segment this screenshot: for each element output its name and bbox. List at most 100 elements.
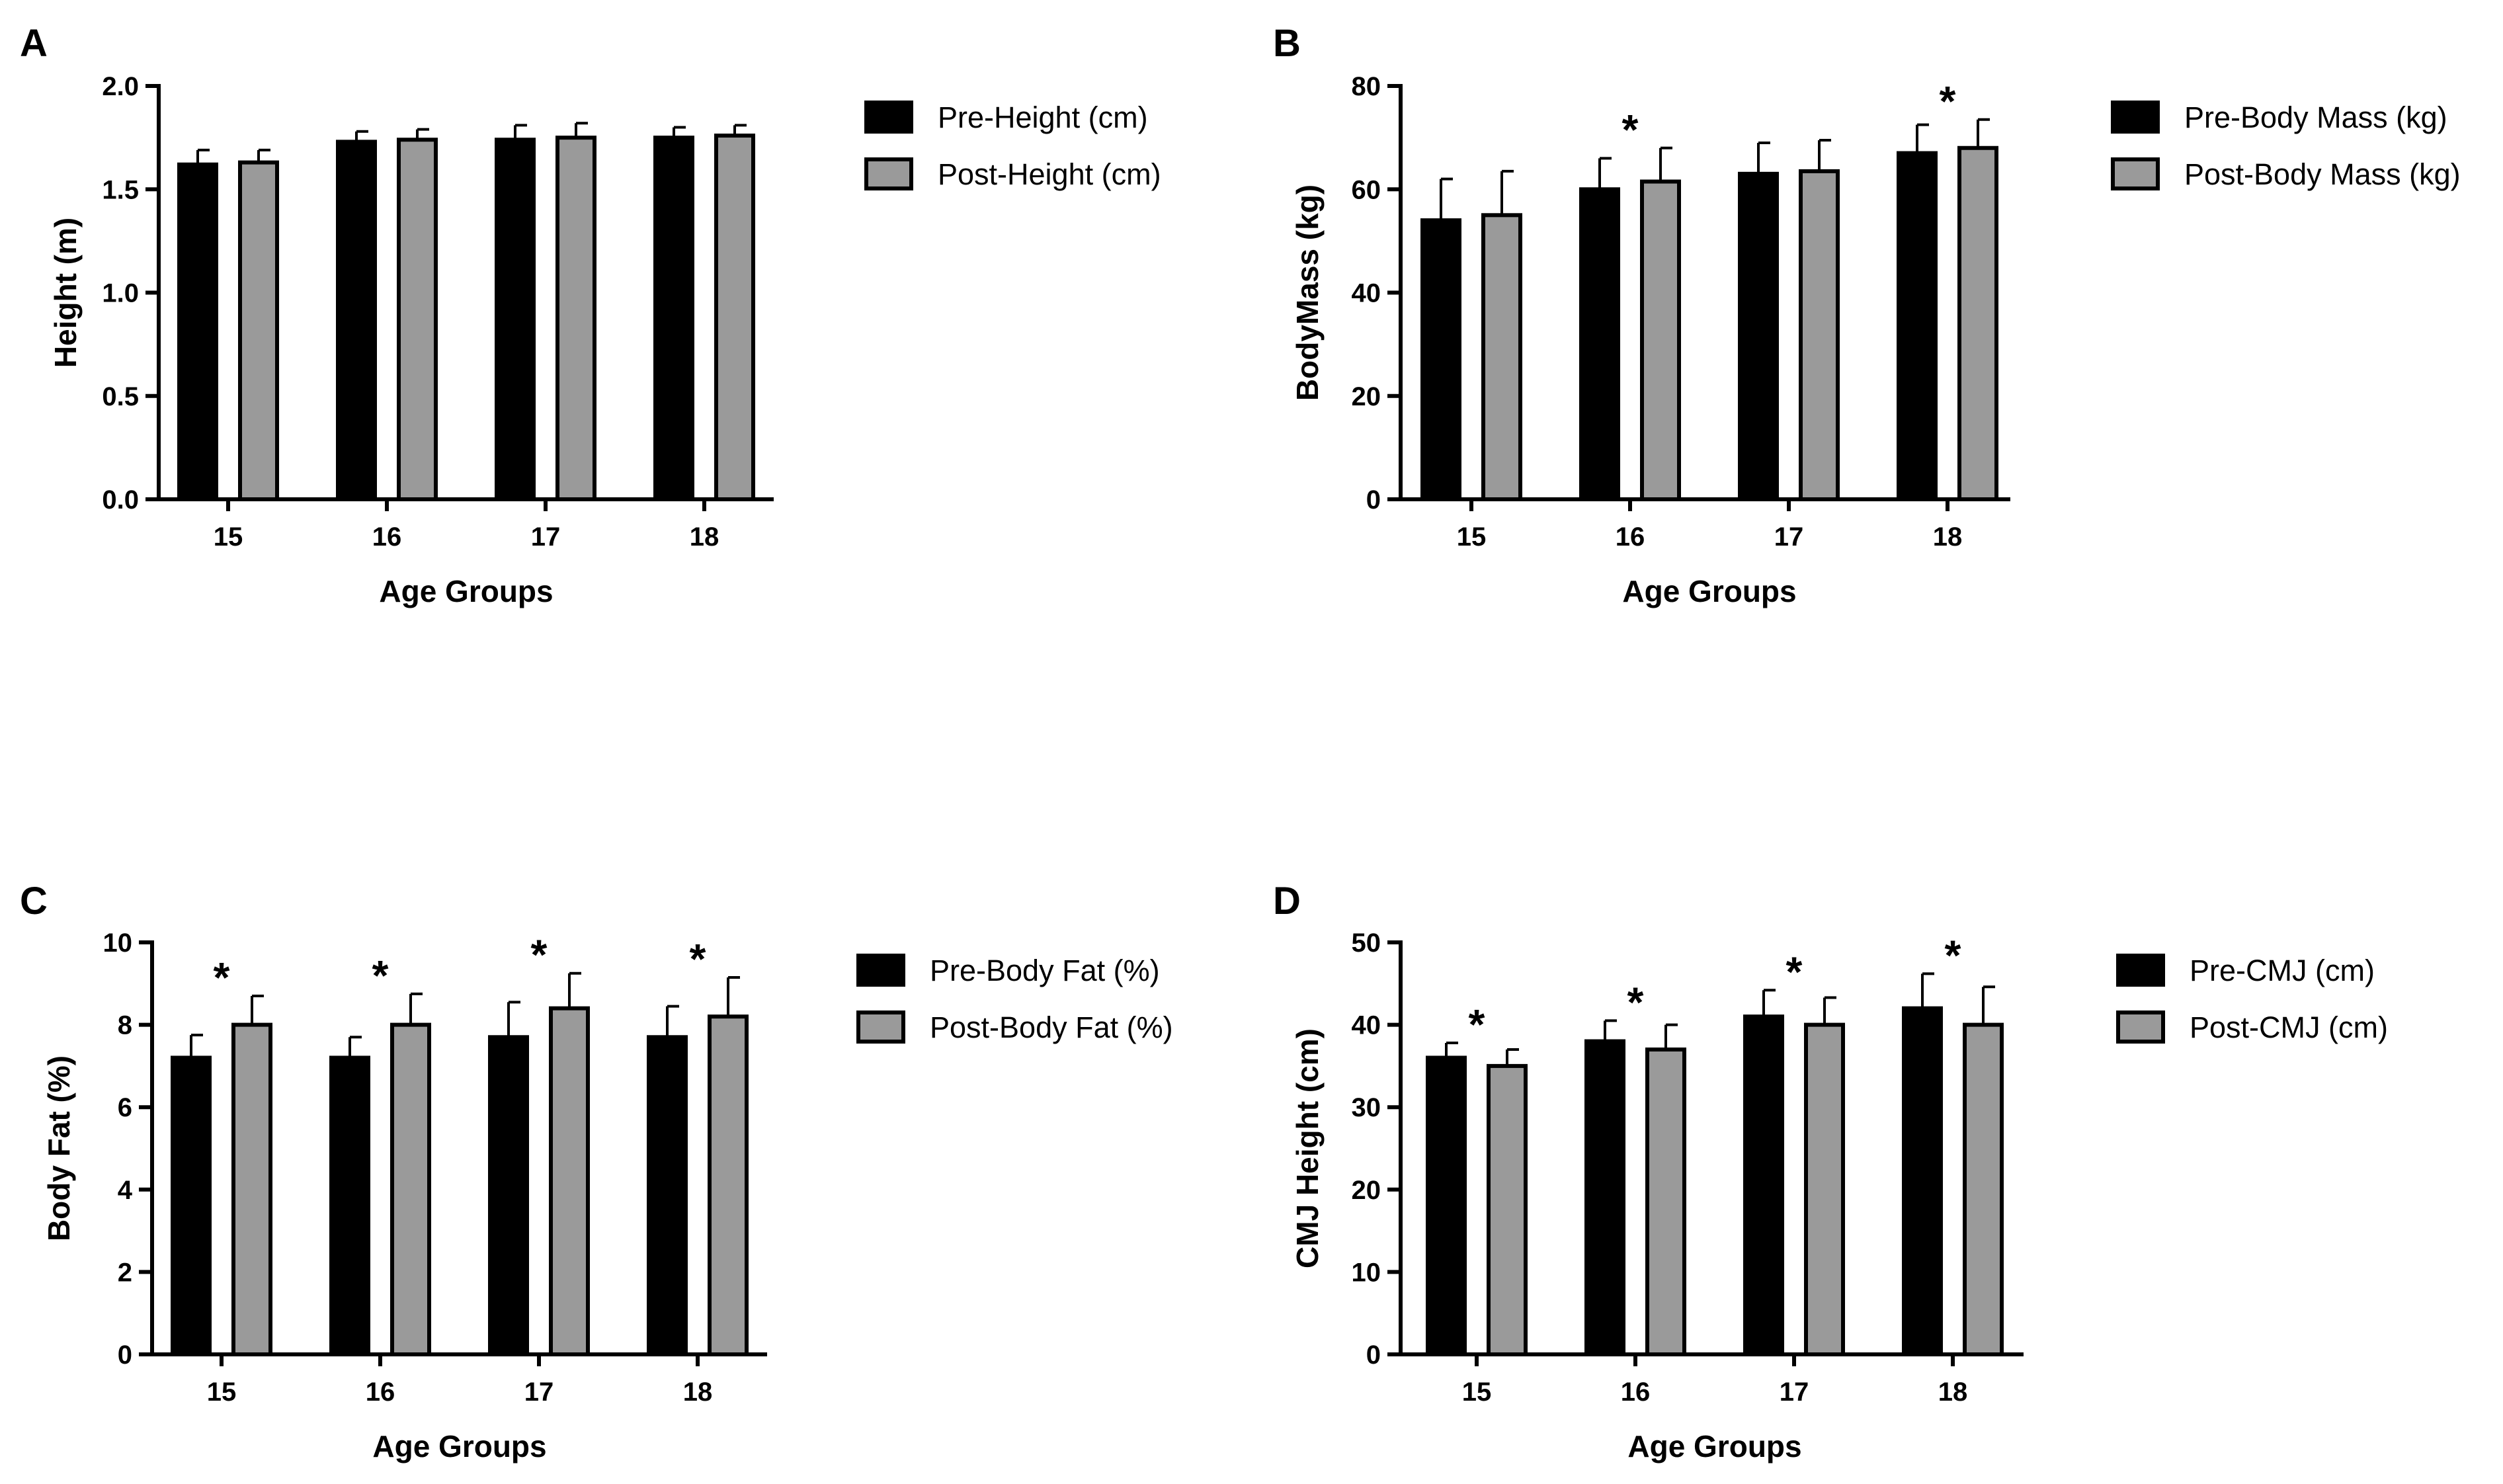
y-axis-title: Height (m) bbox=[48, 218, 83, 368]
panel-label: C bbox=[20, 880, 48, 923]
y-tick-label: 6 bbox=[118, 1093, 132, 1122]
panel-label: B bbox=[1273, 22, 1301, 65]
legend-label: Pre-CMJ (cm) bbox=[2190, 954, 2375, 987]
y-tick-label: 10 bbox=[103, 928, 133, 958]
y-tick-label: 8 bbox=[118, 1011, 132, 1040]
y-tick-label: 50 bbox=[1352, 928, 1381, 958]
x-tick-label: 15 bbox=[214, 522, 243, 552]
legend-label: Post-Body Mass (kg) bbox=[2184, 157, 2461, 191]
chart-panel-c: C * 15 * 16 * 17 * 18 0 2 4 6 8 10 Age Groups Body Fat (… bbox=[20, 880, 1173, 1463]
x-tick-label: 17 bbox=[1774, 522, 1804, 552]
legend-swatch-pre bbox=[2111, 101, 2160, 134]
legend-label: Pre-Body Mass (kg) bbox=[2184, 101, 2447, 134]
bar-pre bbox=[1738, 171, 1779, 501]
bar-post bbox=[1963, 1022, 2004, 1356]
bar-pre bbox=[653, 136, 694, 501]
y-tick-label: 0 bbox=[1366, 1340, 1381, 1370]
x-tick-label: 15 bbox=[207, 1378, 237, 1407]
legend-label: Post-CMJ (cm) bbox=[2190, 1010, 2388, 1044]
y-tick-label: 20 bbox=[1352, 1176, 1381, 1205]
legend: Pre-Height (cm) Post-Height (cm) bbox=[864, 101, 1161, 191]
legend-swatch-post bbox=[2111, 157, 2160, 190]
significance-marker: * bbox=[1786, 948, 1803, 995]
bar-pre bbox=[647, 1035, 688, 1357]
legend-swatch-post bbox=[856, 1010, 905, 1044]
x-tick-label: 15 bbox=[1462, 1378, 1492, 1407]
legend-swatch-post bbox=[2116, 1010, 2165, 1044]
y-tick-label: 20 bbox=[1352, 382, 1381, 411]
legend-label: Pre-Body Fat (%) bbox=[930, 954, 1160, 987]
x-tick-label: 16 bbox=[366, 1378, 395, 1407]
panel-label: D bbox=[1273, 880, 1301, 923]
y-axis-title: CMJ Height (cm) bbox=[1290, 1028, 1325, 1268]
x-axis-title: Age Groups bbox=[1622, 574, 1796, 608]
bar-post bbox=[1799, 169, 1840, 501]
bar-pre bbox=[329, 1055, 370, 1356]
bar-post bbox=[390, 1022, 431, 1356]
bar-post bbox=[1640, 179, 1681, 501]
bar-pre bbox=[1902, 1006, 1943, 1357]
bar-post bbox=[1481, 213, 1522, 501]
y-tick-label: 40 bbox=[1352, 279, 1381, 308]
x-tick-label: 16 bbox=[1616, 522, 1645, 552]
y-tick-label: 0 bbox=[1366, 485, 1381, 515]
bar-post bbox=[397, 138, 438, 501]
bar-pre bbox=[488, 1035, 529, 1357]
legend-label: Post-Body Fat (%) bbox=[930, 1010, 1173, 1044]
bar-post bbox=[549, 1006, 590, 1357]
bar-pre bbox=[336, 140, 377, 501]
bar-post bbox=[555, 136, 596, 501]
legend-label: Pre-Height (cm) bbox=[938, 101, 1148, 134]
x-tick-label: 18 bbox=[1938, 1378, 1968, 1407]
y-tick-label: 4 bbox=[118, 1176, 133, 1205]
significance-marker: * bbox=[214, 954, 230, 1001]
legend-swatch-pre bbox=[864, 101, 913, 134]
bar-pre bbox=[177, 162, 218, 501]
legend-label: Post-Height (cm) bbox=[938, 157, 1161, 191]
bar-post bbox=[231, 1022, 272, 1356]
y-tick-label: 10 bbox=[1352, 1258, 1381, 1287]
y-axis-title: BodyMass (kg) bbox=[1290, 185, 1325, 401]
significance-marker: * bbox=[372, 952, 389, 999]
x-tick-label: 18 bbox=[690, 522, 719, 552]
legend: Pre-CMJ (cm) Post-CMJ (cm) bbox=[2116, 954, 2388, 1044]
significance-marker: * bbox=[690, 935, 706, 983]
x-axis-title: Age Groups bbox=[1627, 1429, 1801, 1463]
chart-panel-a: A 15 16 17 18 0.0 0.5 1.0 1.5 2.0 Age Groups Height… bbox=[20, 22, 1161, 608]
y-tick-label: 0.0 bbox=[102, 485, 139, 515]
significance-marker: * bbox=[1469, 1001, 1485, 1048]
y-tick-label: 2 bbox=[118, 1258, 132, 1287]
legend: Pre-Body Mass (kg) Post-Body Mass (kg) bbox=[2111, 101, 2461, 191]
x-tick-label: 17 bbox=[531, 522, 561, 552]
y-tick-label: 2.0 bbox=[102, 72, 139, 101]
y-tick-label: 60 bbox=[1352, 175, 1381, 204]
significance-marker: * bbox=[1622, 106, 1639, 153]
significance-marker: * bbox=[1627, 978, 1644, 1026]
bar-pre bbox=[1426, 1055, 1467, 1356]
significance-marker: * bbox=[1940, 77, 1956, 125]
bar-post bbox=[708, 1014, 749, 1356]
bar-post bbox=[714, 134, 755, 501]
bar-post bbox=[238, 160, 279, 501]
y-tick-label: 0.5 bbox=[102, 382, 139, 411]
significance-marker: * bbox=[531, 931, 548, 979]
bar-post bbox=[1804, 1022, 1845, 1356]
x-tick-label: 17 bbox=[1780, 1378, 1809, 1407]
bar-pre bbox=[1897, 151, 1938, 501]
bar-pre bbox=[1420, 218, 1461, 501]
y-tick-label: 40 bbox=[1352, 1011, 1381, 1040]
y-axis-title: Body Fat (%) bbox=[42, 1055, 76, 1241]
x-axis-title: Age Groups bbox=[379, 574, 553, 608]
x-axis-title: Age Groups bbox=[372, 1429, 546, 1463]
bar-pre bbox=[1579, 187, 1620, 501]
y-tick-label: 1.5 bbox=[102, 175, 139, 204]
legend: Pre-Body Fat (%) Post-Body Fat (%) bbox=[856, 954, 1173, 1044]
chart-panel-b: B 15 * 16 17 * 18 0 20 40 60 80 Age Groups BodyMass (… bbox=[1273, 22, 2461, 608]
legend-swatch-pre bbox=[2116, 954, 2165, 987]
bar-post bbox=[1957, 145, 1998, 501]
x-tick-label: 18 bbox=[1933, 522, 1963, 552]
y-tick-label: 80 bbox=[1352, 72, 1381, 101]
x-tick-label: 16 bbox=[1621, 1378, 1651, 1407]
bar-pre bbox=[1584, 1039, 1625, 1357]
